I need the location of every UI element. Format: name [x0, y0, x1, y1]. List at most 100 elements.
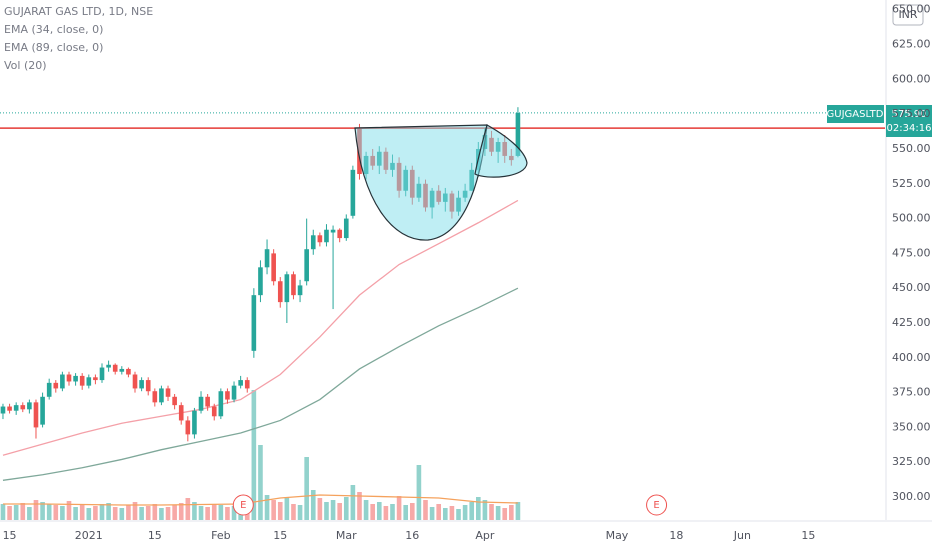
currency[interactable]: INR: [898, 8, 917, 21]
event-label: E: [240, 500, 246, 511]
volume-bar: [449, 506, 455, 520]
y-tick-label: 550.00: [892, 142, 931, 155]
volume-bar: [258, 445, 263, 520]
candle-body: [145, 380, 151, 392]
volume-bar: [79, 505, 85, 520]
candle-body: [238, 380, 243, 386]
candle-body: [53, 382, 59, 389]
volume-bar: [403, 505, 409, 520]
x-tick-label: Apr: [475, 529, 495, 542]
x-tick-label: May: [606, 529, 629, 542]
candle-body: [271, 253, 276, 282]
countdown: 02:34:16: [887, 123, 932, 134]
candle-body: [515, 112, 521, 156]
y-tick-label: 525.00: [892, 177, 931, 190]
volume-bar: [218, 505, 224, 520]
y-tick-label: 400.00: [892, 351, 931, 364]
volume-bar: [86, 508, 92, 520]
volume-bar: [205, 507, 210, 520]
candle-body: [211, 406, 217, 417]
volume-bar: [350, 485, 356, 520]
volume-bar: [152, 504, 158, 520]
candle-body: [310, 235, 316, 250]
volume-bar: [502, 508, 508, 520]
volume-bar: [509, 505, 514, 520]
candle-body: [66, 374, 72, 382]
volume-bar: [112, 507, 118, 520]
candle-body: [20, 405, 26, 410]
candle-body: [139, 380, 144, 389]
volume-bar: [159, 508, 164, 520]
x-tick-label: 16: [405, 529, 419, 542]
volume-bar: [211, 504, 217, 520]
volume-bar: [304, 457, 309, 520]
candle-body: [93, 377, 98, 381]
indicator-line: [2, 199, 519, 456]
volume-bar: [469, 502, 475, 520]
candle-body: [112, 364, 118, 372]
last-price: 575.90: [892, 109, 927, 120]
candle-body: [126, 368, 131, 375]
x-tick-label: 2021: [75, 529, 103, 542]
candle-body: [165, 388, 171, 397]
indicator-line: [2, 287, 519, 481]
x-tick-label: 15: [148, 529, 162, 542]
y-tick-label: 650.00: [892, 3, 931, 16]
candle-body: [244, 380, 250, 389]
volume-bar: [310, 490, 316, 520]
volume-bar: [46, 504, 52, 520]
volume-bar: [27, 507, 32, 520]
candle-body: [225, 391, 230, 400]
x-tick-label: 15: [273, 529, 287, 542]
legend-entry: Vol (20): [4, 59, 47, 72]
volume-bar: [357, 492, 362, 520]
x-tick-label: Feb: [211, 529, 230, 542]
y-tick-label: 450.00: [892, 281, 931, 294]
candle-body: [0, 406, 6, 414]
candle-body: [251, 295, 257, 351]
volume-bar: [515, 502, 521, 520]
candle-body: [159, 388, 164, 403]
candle-body: [297, 285, 303, 296]
legend-entry: EMA (89, close, 0): [4, 41, 103, 54]
candle-body: [172, 396, 177, 406]
volume-bar: [343, 497, 349, 520]
legend-title: GUJARAT GAS LTD, 1D, NSE: [4, 5, 153, 18]
volume-bar: [93, 506, 98, 520]
currency-box[interactable]: [892, 4, 924, 26]
candle-body: [258, 267, 263, 296]
candle-body: [277, 281, 283, 303]
volume-bar: [416, 465, 422, 520]
volume-bar: [317, 498, 323, 520]
candle-body: [99, 367, 105, 381]
volume-bar: [145, 506, 151, 520]
candle-body: [33, 402, 39, 428]
volume-bar: [489, 504, 494, 520]
volume-bar: [277, 502, 283, 520]
volume-bar: [297, 505, 303, 520]
candle-body: [304, 249, 309, 282]
y-tick-label: 600.00: [892, 72, 931, 85]
y-tick-label: 625.00: [892, 38, 931, 51]
candle-body: [106, 364, 111, 368]
y-tick-label: 475.00: [892, 246, 931, 259]
volume-bar: [324, 502, 329, 520]
candle-body: [330, 229, 336, 233]
volume-bar: [106, 503, 111, 520]
volume-bar: [442, 508, 448, 520]
volume-bar: [198, 506, 204, 520]
candle-body: [185, 420, 191, 435]
volume-bar: [13, 505, 19, 520]
x-tick-label: 15: [3, 529, 17, 542]
symbol-label: GUJGASLTD: [827, 109, 884, 120]
volume-bar: [284, 498, 290, 520]
volume-bar: [0, 504, 6, 520]
volume-bar: [73, 507, 78, 520]
volume-bar: [132, 502, 138, 520]
x-tick-label: Jun: [733, 529, 751, 542]
candle-body: [27, 402, 32, 410]
volume-bar: [119, 508, 125, 520]
candle-body: [264, 249, 270, 268]
candle-body: [291, 274, 296, 296]
volume-bar: [178, 503, 184, 520]
